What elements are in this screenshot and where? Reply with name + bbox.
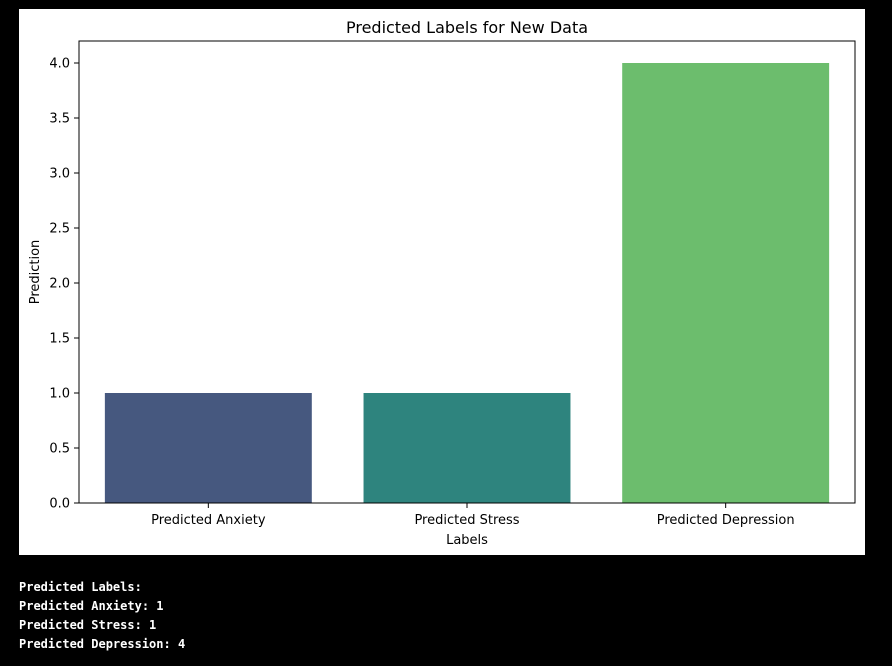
bar-1 (363, 393, 571, 503)
bar-0 (104, 393, 312, 503)
y-tick-label-5: 2.5 (49, 222, 70, 237)
x-tick-label-1: Predicted Stress (414, 513, 519, 528)
console-output: Predicted Labels: Predicted Anxiety: 1 Pre… (19, 578, 185, 654)
y-tick-label-2: 1.0 (49, 387, 70, 402)
x-tick-label-0: Predicted Anxiety (151, 513, 266, 528)
x-tick-label-2: Predicted Depression (657, 513, 795, 528)
y-tick-label-8: 4.0 (49, 57, 70, 72)
plot-frame (78, 40, 856, 504)
y-axis-label: Prediction (28, 240, 43, 305)
y-tick-label-1: 0.5 (49, 442, 70, 457)
x-axis: Predicted Anxiety Predicted Stress Predict… (151, 503, 795, 528)
console-line: Predicted Labels: (19, 580, 142, 594)
bar-2 (622, 63, 830, 503)
console-line: Predicted Stress: 1 (19, 618, 157, 632)
y-tick-label-6: 3.0 (49, 167, 70, 182)
chart-title: Predicted Labels for New Data (346, 18, 588, 37)
bars-group (104, 63, 830, 503)
y-tick-label-0: 0.0 (49, 497, 70, 512)
bar-chart: Predicted Labels for New Data 0.0 0.5 1.0 1… (28, 18, 856, 548)
y-tick-label-7: 3.5 (49, 112, 70, 127)
y-tick-label-4: 2.0 (49, 277, 70, 292)
y-axis: 0.0 0.5 1.0 1.5 2.0 2.5 3.0 3.5 4.0 (49, 57, 79, 512)
console-line: Predicted Depression: 4 (19, 637, 186, 651)
console-line: Predicted Anxiety: 1 (19, 599, 164, 613)
y-tick-label-3: 1.5 (49, 332, 70, 347)
x-axis-label: Labels (446, 533, 488, 548)
chart-figure: Predicted Labels for New Data 0.0 0.5 1.0 1… (19, 9, 865, 555)
